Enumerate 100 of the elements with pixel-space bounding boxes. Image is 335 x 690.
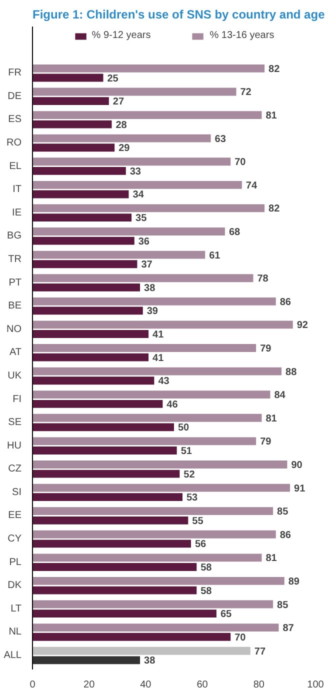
data-label: 51 [180, 446, 192, 458]
bar [32, 446, 177, 454]
y-tick-label: CY [8, 534, 22, 545]
bar [32, 470, 180, 478]
bar [32, 120, 112, 128]
y-tick-label: AT [9, 347, 22, 358]
bar [32, 236, 134, 245]
bar [32, 376, 154, 385]
bar [32, 516, 188, 524]
data-label: 41 [152, 352, 164, 364]
bar [32, 353, 149, 362]
data-label: 33 [130, 166, 142, 178]
x-tick-label: 100 [307, 680, 324, 690]
bar [32, 306, 143, 315]
bar [32, 144, 115, 152]
x-tick-label: 80 [253, 680, 265, 690]
bar [32, 111, 262, 119]
data-label: 81 [266, 553, 278, 564]
bar [32, 437, 256, 446]
bar [32, 493, 182, 502]
data-label: 82 [268, 204, 280, 215]
bar [32, 656, 140, 664]
bar [32, 400, 163, 408]
data-label: 79 [260, 436, 272, 448]
data-label: 50 [178, 422, 190, 434]
bar [32, 97, 109, 106]
y-tick-label: NO [6, 324, 22, 335]
bar [32, 283, 140, 292]
bar [32, 632, 231, 641]
data-label: 90 [291, 460, 303, 471]
bar [32, 74, 104, 82]
y-tick-label: PT [8, 277, 22, 288]
x-tick-label: 0 [30, 680, 36, 690]
y-tick-label: RO [6, 137, 22, 148]
bar [32, 320, 293, 329]
data-label: 70 [234, 632, 246, 644]
data-label: 68 [228, 227, 240, 238]
data-label: 34 [132, 190, 144, 201]
data-label: 70 [234, 157, 246, 168]
legend-label: % 13-16 years [210, 30, 274, 41]
data-label: 63 [214, 134, 226, 145]
data-label: 43 [158, 376, 170, 388]
data-label: 35 [136, 213, 148, 224]
y-tick-label: CZ [8, 464, 22, 475]
legend-label: % 9-12 years [92, 30, 151, 41]
data-label: 74 [246, 180, 258, 192]
bar [32, 250, 206, 259]
bar [32, 390, 270, 399]
y-tick-label: BG [7, 230, 22, 242]
data-label: 65 [220, 609, 232, 620]
data-label: 39 [146, 306, 158, 318]
bar [32, 330, 149, 338]
y-tick-label: EL [9, 160, 22, 172]
bar [32, 228, 225, 236]
data-label: 38 [144, 656, 156, 667]
data-label: 61 [209, 250, 221, 262]
y-tick-label: ALL [4, 650, 22, 662]
bar [32, 563, 197, 571]
bar [32, 577, 284, 585]
bar [32, 600, 274, 608]
bar [32, 460, 288, 468]
bar [32, 88, 236, 96]
y-tick-label: IT [12, 184, 22, 196]
bar [32, 624, 279, 632]
bar [32, 530, 276, 538]
data-label: 85 [277, 600, 289, 611]
data-label: 86 [280, 530, 292, 541]
bar [32, 134, 211, 142]
y-tick-label: UK [8, 370, 22, 382]
data-label: 91 [294, 483, 306, 494]
data-label: 85 [277, 506, 289, 518]
data-label: 29 [118, 143, 130, 154]
bar [32, 610, 216, 618]
y-tick-label: FI [12, 394, 22, 405]
chart-title: Figure 1: Children's use of SNS by country and age [32, 8, 326, 22]
data-label: 52 [184, 469, 196, 480]
data-label: 56 [194, 539, 207, 550]
y-tick-label: DK [8, 580, 22, 592]
bar [32, 344, 256, 352]
bar [32, 180, 242, 189]
data-label: 84 [274, 390, 286, 402]
bar [32, 64, 265, 72]
y-tick-label: HU [7, 440, 22, 452]
bar [32, 484, 290, 492]
bar [32, 507, 274, 516]
data-label: 72 [240, 87, 252, 98]
data-label: 58 [200, 586, 212, 597]
bar [32, 646, 250, 655]
data-label: 46 [166, 399, 178, 410]
data-label: 58 [200, 562, 212, 574]
y-tick-label: SE [8, 417, 22, 428]
data-label: 82 [268, 64, 280, 75]
data-label: 81 [266, 110, 278, 122]
x-tick-label: 60 [196, 680, 208, 690]
bar [32, 423, 174, 432]
y-tick-label: NL [8, 626, 22, 638]
data-label: 36 [138, 236, 150, 248]
x-tick-label: 40 [140, 680, 152, 690]
data-label: 92 [296, 320, 308, 332]
bar [32, 166, 126, 175]
